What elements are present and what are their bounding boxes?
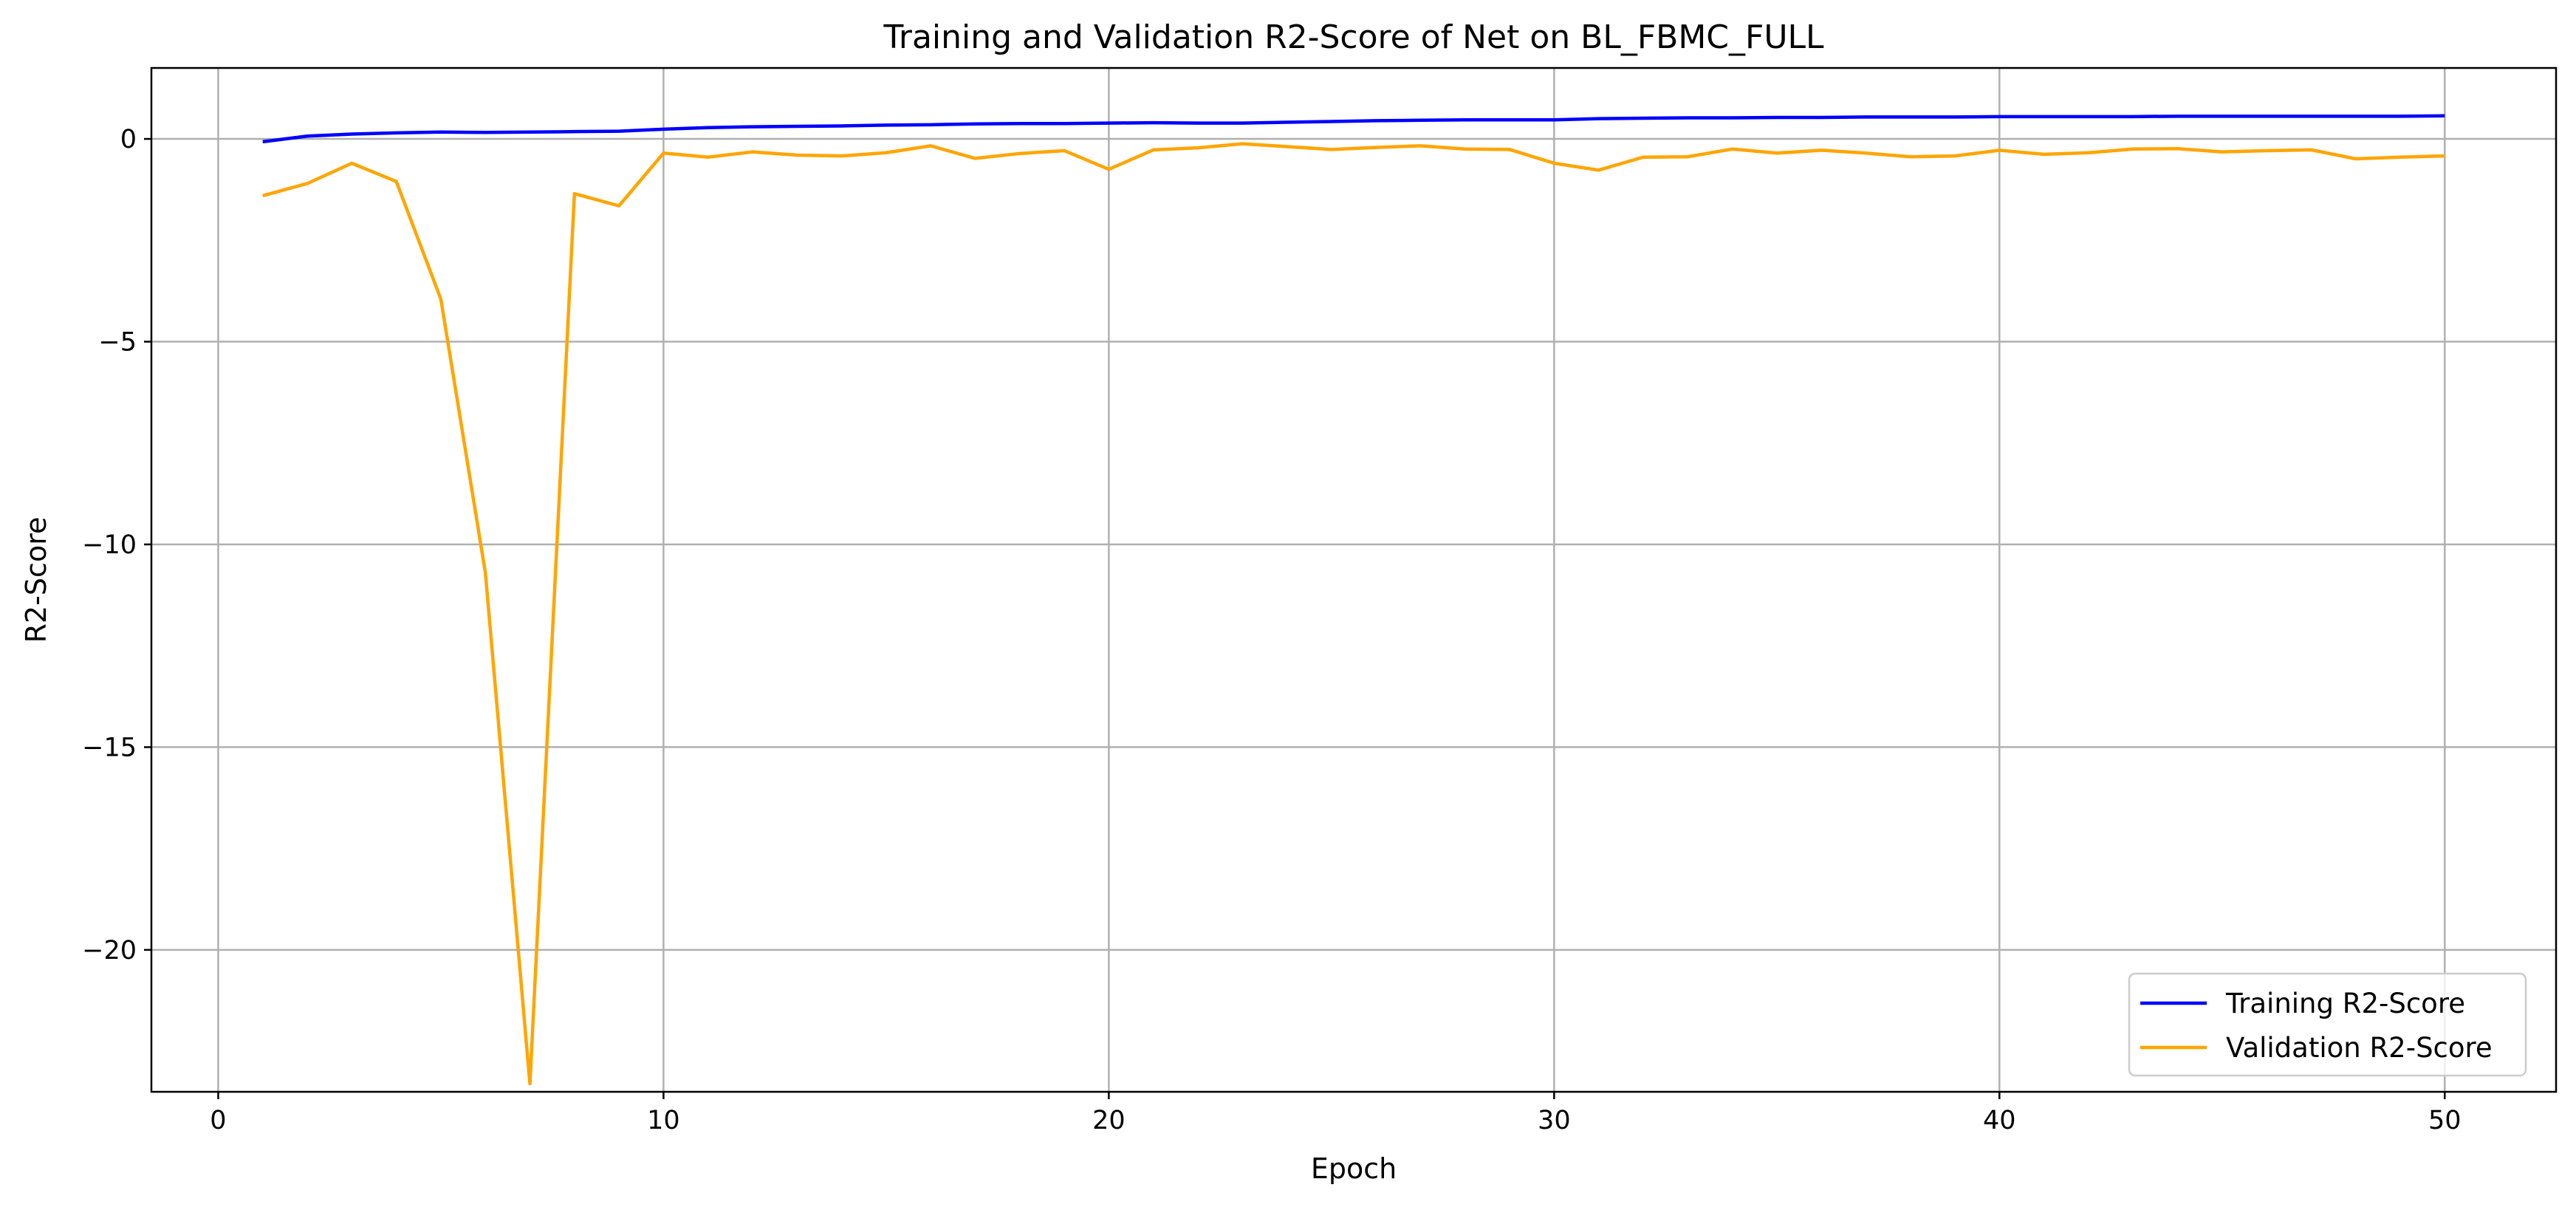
x-tick-label: 0 xyxy=(210,1106,226,1135)
y-tick-label: 0 xyxy=(120,125,137,154)
plot-area xyxy=(151,68,2556,1092)
x-axis-ticks: 0 10 20 30 40 50 xyxy=(210,1092,2462,1135)
legend-label-training: Training R2-Score xyxy=(2225,988,2465,1019)
y-tick-label: −15 xyxy=(82,733,137,762)
y-tick-label: −5 xyxy=(98,328,137,358)
training-r2-score-line xyxy=(262,114,2445,144)
y-axis-ticks: 0 −5 −10 −15 −20 xyxy=(82,125,151,965)
x-tick-label: 20 xyxy=(1092,1106,1126,1135)
x-tick-label: 10 xyxy=(647,1106,680,1135)
legend-label-validation: Validation R2-Score xyxy=(2226,1032,2493,1064)
chart-title: Training and Validation R2-Score of Net … xyxy=(883,18,1824,56)
x-tick-label: 30 xyxy=(1538,1106,1571,1135)
plot-frame xyxy=(150,66,2558,1093)
grid xyxy=(151,68,2556,1092)
legend: Training R2-Score Validation R2-Score xyxy=(2128,972,2527,1077)
x-tick-label: 50 xyxy=(2428,1106,2462,1135)
y-axis-label: R2-Score xyxy=(20,517,52,643)
y-tick-label: −20 xyxy=(82,936,137,965)
y-tick-label: −10 xyxy=(82,530,137,560)
x-axis-label: Epoch xyxy=(1311,1152,1397,1185)
series-layer xyxy=(262,114,2445,1086)
validation-r2-score-line xyxy=(262,142,2445,1086)
x-tick-label: 40 xyxy=(1983,1106,2016,1135)
legend-box xyxy=(2128,972,2527,1077)
